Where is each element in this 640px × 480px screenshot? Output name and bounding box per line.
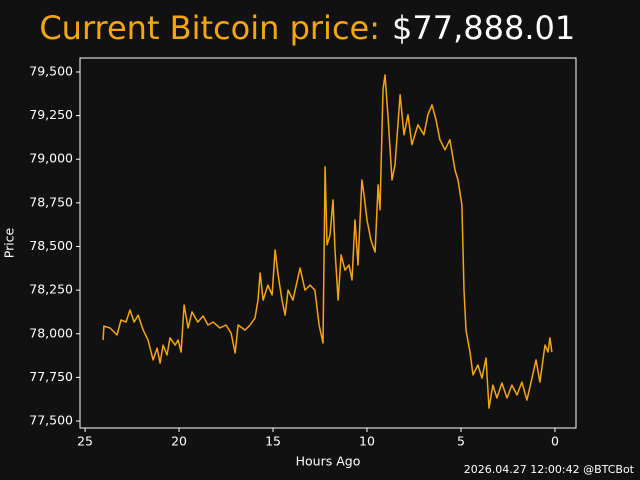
y-tick-label: 77,750: [29, 369, 73, 384]
x-tick-label: 10: [359, 434, 375, 449]
x-tick-label: 15: [265, 434, 281, 449]
y-tick-label: 78,000: [29, 325, 73, 340]
footer: 2026.04.27 12:00:42 @BTCBot: [464, 463, 635, 476]
current-price: $77,888.01: [392, 9, 575, 47]
y-tick-label: 77,500: [29, 413, 73, 428]
y-tick-label: 78,250: [29, 282, 73, 297]
y-tick-label: 78,500: [29, 238, 73, 253]
y-tick-label: 79,000: [29, 151, 73, 166]
y-axis-label: Price: [2, 227, 17, 258]
x-tick-label: 20: [171, 434, 187, 449]
chart-title: Current Bitcoin price:: [39, 9, 380, 47]
x-tick-label: 25: [77, 434, 93, 449]
x-axis-label: Hours Ago: [296, 454, 361, 469]
x-tick-label: 5: [457, 434, 465, 449]
y-tick-label: 79,500: [29, 63, 73, 78]
y-tick-label: 79,250: [29, 107, 73, 122]
x-tick-label: 0: [551, 434, 559, 449]
price-line: [102, 74, 553, 409]
plot-frame: [79, 57, 577, 429]
y-tick-label: 78,750: [29, 194, 73, 209]
